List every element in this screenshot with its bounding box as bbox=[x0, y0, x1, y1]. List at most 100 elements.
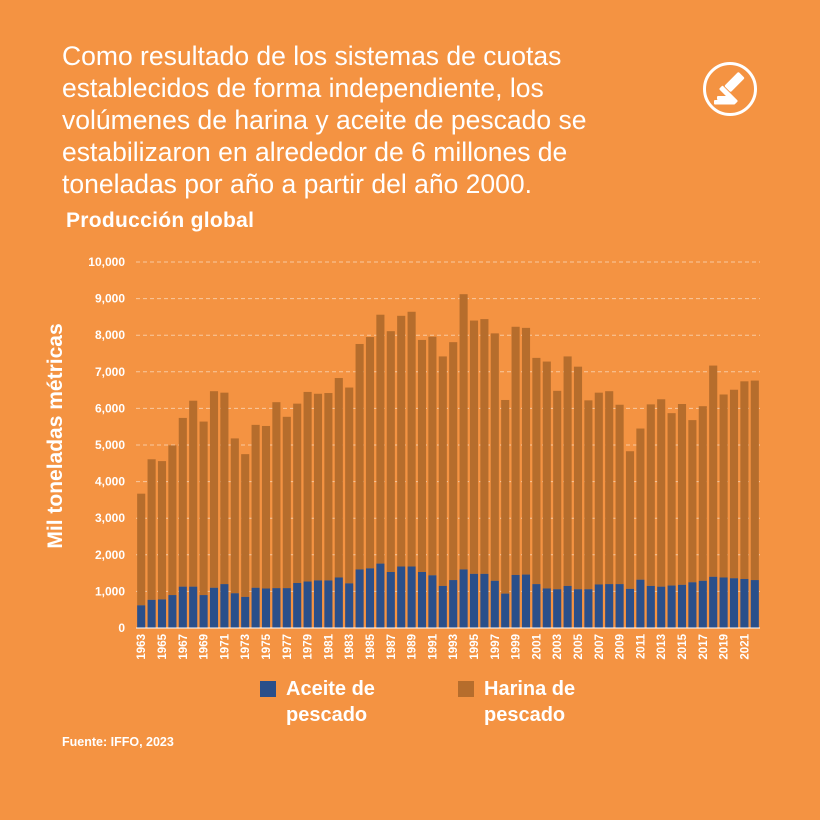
bar-harina-1974 bbox=[251, 424, 260, 588]
bar-aceite-2020 bbox=[729, 578, 739, 628]
legend-item-oil: Aceite de pescado bbox=[260, 676, 416, 728]
bar-harina-2014 bbox=[667, 413, 676, 586]
x-tick-label: 1969 bbox=[199, 634, 211, 660]
bar-harina-2009 bbox=[615, 404, 624, 585]
bar-aceite-2002 bbox=[542, 588, 551, 628]
bar-harina-1981 bbox=[324, 393, 333, 581]
bar-aceite-2013 bbox=[657, 586, 666, 628]
bar-aceite-2006 bbox=[584, 589, 593, 628]
x-tick-label: 1997 bbox=[490, 634, 502, 660]
bar-harina-2016 bbox=[688, 420, 697, 583]
bar-aceite-1963 bbox=[137, 605, 146, 628]
bar-harina-2004 bbox=[563, 356, 572, 586]
bar-harina-2012 bbox=[646, 404, 655, 586]
x-tick-label: 1993 bbox=[448, 634, 460, 660]
bar-aceite-1990 bbox=[417, 572, 427, 628]
bar-aceite-1992 bbox=[438, 585, 447, 628]
bar-harina-2008 bbox=[605, 391, 614, 585]
x-tick-label: 2001 bbox=[531, 633, 543, 659]
bar-harina-2013 bbox=[657, 399, 666, 587]
bar-harina-1996 bbox=[480, 319, 489, 574]
bar-aceite-2022 bbox=[750, 580, 759, 628]
y-tick-label: 5,000 bbox=[95, 438, 125, 452]
bar-aceite-1968 bbox=[189, 586, 198, 628]
bar-harina-2021 bbox=[740, 381, 749, 579]
bar-aceite-2005 bbox=[573, 589, 583, 628]
bar-harina-1998 bbox=[501, 399, 510, 594]
bar-aceite-1972 bbox=[230, 593, 239, 628]
bar-harina-1987 bbox=[386, 331, 395, 573]
bar-aceite-1988 bbox=[397, 566, 406, 628]
bar-aceite-1994 bbox=[459, 569, 468, 628]
bar-harina-2005 bbox=[573, 366, 583, 590]
bar-harina-2020 bbox=[729, 389, 739, 579]
x-tick-label: 2013 bbox=[656, 634, 668, 660]
bar-aceite-1976 bbox=[272, 588, 281, 628]
bar-aceite-1985 bbox=[365, 568, 375, 628]
bar-harina-1969 bbox=[199, 421, 208, 596]
bar-aceite-2003 bbox=[553, 589, 562, 628]
legend-swatch-meal bbox=[458, 681, 474, 697]
x-tick-label: 2005 bbox=[573, 633, 585, 659]
bar-harina-1985 bbox=[365, 337, 375, 569]
bar-harina-1966 bbox=[168, 445, 177, 596]
bar-harina-1983 bbox=[345, 387, 354, 584]
x-tick-label: 1989 bbox=[407, 634, 419, 660]
x-tick-label: 1967 bbox=[178, 634, 190, 660]
y-tick-label: 9,000 bbox=[95, 292, 125, 306]
bar-aceite-1964 bbox=[147, 599, 156, 628]
bar-harina-1999 bbox=[511, 326, 520, 575]
x-tick-label: 1991 bbox=[427, 633, 439, 659]
x-tick-label: 1971 bbox=[219, 633, 231, 659]
bar-harina-2000 bbox=[521, 327, 531, 575]
bar-harina-1977 bbox=[282, 416, 291, 589]
bar-harina-2018 bbox=[709, 365, 718, 577]
bar-harina-2015 bbox=[677, 404, 687, 585]
y-tick-label: 10,000 bbox=[88, 255, 125, 269]
chart-title: Producción global bbox=[66, 209, 255, 232]
bar-aceite-1981 bbox=[324, 580, 333, 628]
bar-harina-1989 bbox=[407, 311, 416, 567]
legend-swatch-oil bbox=[260, 681, 276, 697]
bar-harina-1997 bbox=[490, 333, 499, 581]
bar-aceite-1998 bbox=[501, 593, 510, 628]
bar-aceite-1965 bbox=[157, 599, 167, 628]
bar-harina-1972 bbox=[230, 438, 239, 594]
bar-harina-2001 bbox=[532, 357, 541, 585]
x-tick-label: 2019 bbox=[719, 634, 731, 660]
bar-harina-1990 bbox=[417, 339, 427, 573]
bar-aceite-1993 bbox=[449, 580, 458, 628]
legend-label-oil: Aceite de pescado bbox=[286, 678, 375, 726]
bar-harina-2007 bbox=[594, 392, 603, 585]
bar-aceite-1969 bbox=[199, 595, 208, 628]
bar-aceite-1967 bbox=[178, 586, 187, 628]
y-tick-label: 3,000 bbox=[95, 511, 125, 525]
bar-aceite-1995 bbox=[469, 573, 479, 628]
bar-aceite-1975 bbox=[261, 588, 271, 628]
y-tick-label: 7,000 bbox=[95, 365, 125, 379]
bar-aceite-1983 bbox=[345, 583, 354, 628]
x-tick-label: 2011 bbox=[635, 633, 647, 659]
x-tick-label: 1999 bbox=[511, 634, 523, 660]
bar-harina-1993 bbox=[449, 342, 458, 581]
bar-harina-2010 bbox=[625, 451, 635, 589]
x-tick-label: 1987 bbox=[386, 634, 398, 660]
bar-aceite-2009 bbox=[615, 584, 624, 628]
bar-aceite-2007 bbox=[594, 584, 603, 628]
y-tick-label: 0 bbox=[118, 621, 125, 635]
bar-aceite-1982 bbox=[334, 577, 343, 628]
x-tick-label: 1975 bbox=[261, 633, 273, 659]
bar-aceite-1970 bbox=[209, 587, 219, 628]
bar-aceite-2001 bbox=[532, 584, 541, 628]
bar-harina-1994 bbox=[459, 294, 468, 570]
bar-harina-1984 bbox=[355, 343, 364, 570]
bar-aceite-1978 bbox=[293, 582, 302, 628]
bar-aceite-1986 bbox=[376, 563, 385, 628]
y-tick-label: 6,000 bbox=[95, 401, 125, 415]
bar-harina-1986 bbox=[376, 314, 385, 564]
bar-aceite-2010 bbox=[625, 588, 635, 628]
bar-aceite-2012 bbox=[646, 585, 655, 628]
bar-aceite-1973 bbox=[241, 596, 250, 628]
legend-item-meal: Harina de pescado bbox=[458, 676, 614, 728]
